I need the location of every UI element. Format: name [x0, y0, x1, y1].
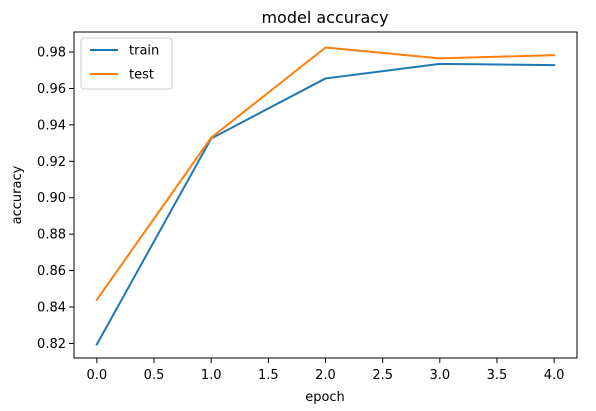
y-tick-label: 0.86	[37, 264, 66, 279]
x-axis-label: epoch	[305, 390, 345, 405]
y-axis-label: accuracy	[10, 165, 25, 224]
series-line-train	[95, 62, 556, 346]
y-tick-label: 0.84	[37, 301, 66, 316]
legend-entries: train test	[90, 44, 159, 83]
legend-label-test: test	[129, 68, 154, 83]
x-tick-label: 0.0	[87, 368, 108, 383]
x-tick-label: 3.5	[487, 368, 508, 383]
x-tick-label: 0.5	[144, 368, 165, 383]
series-line-test	[95, 46, 556, 302]
legend-label-train: train	[129, 44, 159, 59]
chart-title: model accuracy	[261, 8, 388, 27]
x-tick-label: 4.0	[544, 368, 565, 383]
y-tick-label: 0.94	[37, 118, 66, 133]
x-tick-label: 2.0	[315, 368, 336, 383]
y-axis: 0.82 0.84 0.86 0.88 0.90 0.92 0.94 0.96 0.98	[37, 46, 74, 352]
x-axis: 0.0 0.5 1.0 1.5 2.0 2.5 3.0 3.5 4.0	[87, 358, 565, 383]
y-tick-label: 0.92	[37, 155, 66, 170]
x-tick-label: 2.5	[372, 368, 393, 383]
y-tick-label: 0.96	[37, 82, 66, 97]
y-tick-label: 0.90	[37, 191, 66, 206]
y-tick-label: 0.88	[37, 228, 66, 243]
series-layer	[95, 46, 556, 346]
x-tick-label: 1.5	[258, 368, 279, 383]
x-tick-label: 3.0	[429, 368, 450, 383]
y-tick-label: 0.98	[37, 46, 66, 61]
y-tick-label: 0.82	[37, 337, 66, 352]
x-tick-label: 1.0	[201, 368, 222, 383]
legend: train test	[80, 37, 173, 90]
